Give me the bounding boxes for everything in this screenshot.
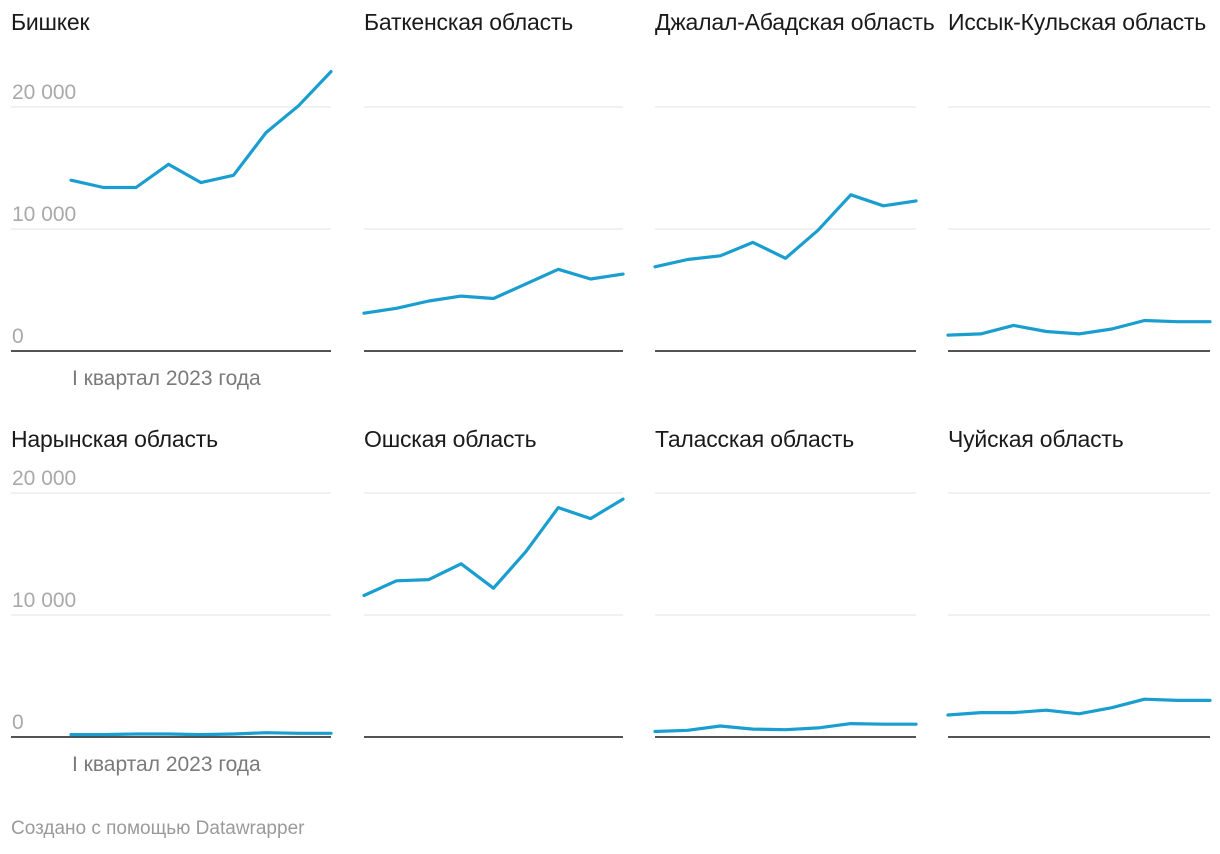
series-line bbox=[69, 731, 333, 737]
y-tick-label: 10 000 bbox=[12, 203, 76, 226]
y-tick-label: 0 bbox=[12, 325, 24, 348]
series-line bbox=[362, 267, 625, 315]
panel-title: Бишкек bbox=[11, 9, 90, 35]
series-line bbox=[362, 497, 625, 598]
y-tick-label: 10 000 bbox=[12, 589, 76, 612]
y-tick-label: 20 000 bbox=[12, 81, 76, 104]
y-tick-label: 20 000 bbox=[12, 467, 76, 490]
panel-title: Нарынская область bbox=[11, 426, 218, 452]
series-line bbox=[946, 318, 1212, 337]
panel-title: Иссык-Кульская область bbox=[948, 9, 1207, 35]
panel-title: Чуйская область bbox=[948, 426, 1124, 452]
panel-title: Ошская область bbox=[364, 426, 537, 452]
footer-credit[interactable]: Создано с помощью Datawrapper bbox=[11, 818, 305, 839]
series-line bbox=[653, 721, 918, 734]
series-line bbox=[69, 69, 333, 190]
y-tick-label: 0 bbox=[12, 711, 24, 734]
series-line bbox=[946, 697, 1212, 717]
panel-title: Таласская область bbox=[655, 426, 854, 452]
x-axis-label: I квартал 2023 года bbox=[72, 367, 261, 390]
panel-title: Джалал-Абадская область bbox=[655, 9, 935, 35]
panel-title: Баткенская область bbox=[364, 9, 573, 35]
x-axis-label: I квартал 2023 года bbox=[72, 753, 261, 776]
series-line bbox=[653, 193, 918, 269]
